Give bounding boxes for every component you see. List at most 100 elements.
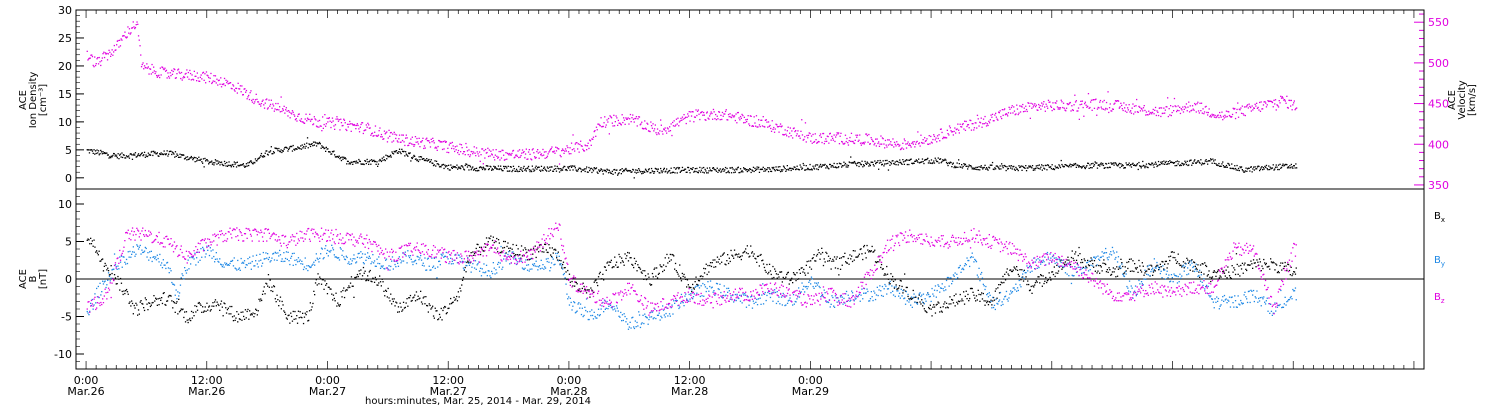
velocity-point	[871, 138, 873, 141]
density-point	[168, 150, 171, 153]
velocity-point	[1188, 101, 1190, 103]
velocity-point	[154, 72, 156, 75]
density-point	[1053, 168, 1056, 171]
density-point	[180, 156, 182, 158]
bx-point	[255, 309, 258, 311]
density-point	[1112, 162, 1114, 164]
bx-point	[1034, 284, 1036, 286]
density-point	[326, 148, 328, 150]
bx-point	[810, 260, 812, 262]
density-point	[724, 166, 727, 169]
density-point	[767, 171, 770, 173]
density-point	[755, 169, 757, 171]
bx-point	[752, 255, 754, 257]
velocity-point	[965, 120, 967, 123]
density-point	[1148, 163, 1151, 165]
velocity-point	[611, 122, 613, 124]
density-point	[92, 152, 94, 154]
velocity-point	[877, 142, 879, 145]
velocity-point	[1214, 114, 1216, 117]
density-point	[217, 160, 219, 162]
density-point	[432, 164, 435, 167]
bx-point	[274, 298, 276, 300]
density-point	[577, 170, 579, 172]
bx-point	[596, 282, 598, 284]
bx-point	[318, 283, 320, 285]
density-point	[1265, 164, 1268, 167]
velocity-point	[280, 96, 282, 98]
bx-point	[1247, 264, 1250, 266]
density-point	[328, 151, 330, 153]
velocity-point	[588, 147, 590, 150]
bx-point	[804, 274, 807, 276]
density-point	[458, 167, 460, 169]
bx-point	[544, 243, 547, 246]
velocity-point	[842, 143, 844, 145]
density-point	[933, 160, 935, 162]
bx-point	[819, 258, 821, 260]
velocity-point	[511, 152, 513, 155]
velocity-point	[989, 119, 991, 121]
bx-point	[739, 256, 741, 258]
density-point	[619, 169, 621, 171]
bx-point	[131, 300, 133, 302]
density-point	[1202, 163, 1204, 165]
density-point	[637, 171, 639, 173]
bx-point	[827, 255, 830, 257]
density-point	[234, 163, 236, 165]
density-point	[1128, 162, 1130, 164]
bx-point	[666, 253, 668, 256]
density-point	[128, 155, 130, 157]
velocity-point	[577, 143, 579, 145]
velocity-point	[1293, 102, 1295, 104]
velocity-point	[88, 57, 91, 59]
density-point	[1065, 164, 1068, 167]
bx-point	[575, 281, 577, 284]
velocity-point	[495, 149, 497, 151]
velocity-point	[488, 149, 490, 151]
velocity-point	[266, 108, 269, 110]
density-point	[263, 155, 265, 157]
density-point	[822, 164, 824, 166]
bx-point	[648, 276, 650, 278]
density-point	[1152, 164, 1154, 166]
velocity-point	[968, 127, 970, 129]
density-point	[515, 168, 518, 170]
density-point	[604, 169, 607, 172]
density-point	[1283, 165, 1285, 167]
velocity-point	[642, 128, 644, 130]
bx-point	[87, 238, 89, 240]
velocity-point	[555, 146, 557, 148]
density-point	[394, 151, 396, 153]
density-point	[618, 172, 620, 174]
bx-point	[402, 301, 405, 303]
density-point	[1130, 166, 1133, 168]
density-point	[1145, 165, 1147, 167]
velocity-point	[540, 154, 542, 156]
bx-point	[387, 287, 389, 290]
velocity-point	[1099, 99, 1102, 102]
density-point	[823, 164, 825, 166]
bx-point	[516, 254, 518, 256]
velocity-point	[822, 132, 824, 135]
velocity-point	[793, 127, 795, 129]
velocity-point	[367, 122, 369, 124]
bx-point	[969, 297, 971, 300]
velocity-point	[1113, 103, 1115, 105]
velocity-point	[773, 131, 776, 133]
density-point	[417, 159, 419, 161]
velocity-point	[1139, 110, 1142, 112]
bx-point	[147, 309, 149, 311]
velocity-point	[916, 140, 918, 143]
density-point	[483, 167, 485, 169]
bx-point	[652, 276, 654, 278]
bx-point	[724, 263, 726, 265]
density-point	[369, 159, 371, 162]
density-point	[753, 170, 755, 173]
density-point	[514, 170, 516, 172]
bx-point	[105, 264, 107, 267]
velocity-point	[912, 143, 914, 145]
velocity-point	[330, 126, 332, 129]
velocity-point	[982, 118, 985, 120]
velocity-point	[1150, 111, 1152, 114]
